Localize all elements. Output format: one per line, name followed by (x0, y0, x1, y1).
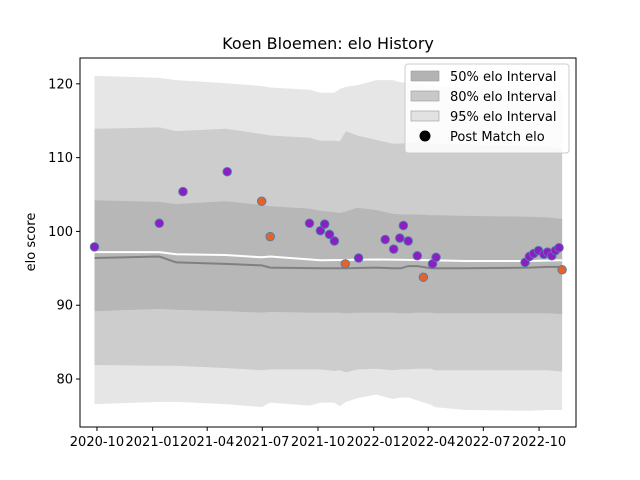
y-tick-label: 90 (56, 299, 73, 314)
plot-area (89, 75, 567, 411)
elo-lines (94, 251, 563, 270)
y-axis-title: elo score (24, 213, 39, 272)
elo-line-1 (94, 251, 563, 262)
y-tick-label: 80 (56, 373, 73, 388)
post-match-point (557, 265, 567, 275)
post-match-point (388, 244, 399, 254)
post-match-point (403, 236, 413, 246)
post-match-point (418, 272, 429, 282)
elo-line-2 (94, 255, 563, 270)
x-tick-label: 2020-10 (70, 435, 124, 450)
post-match-point (154, 218, 165, 229)
x-tick-label: 2022-04 (401, 435, 455, 450)
y-tick-label: 100 (48, 225, 73, 240)
legend-label: 50% elo Interval (450, 70, 557, 85)
post-match-point (380, 234, 390, 245)
x-tick-label: 2021-01 (126, 435, 180, 450)
band-50-interval (94, 200, 563, 315)
post-match-point (431, 252, 441, 263)
post-match-point (329, 236, 340, 246)
post-match-point (256, 196, 267, 206)
legend-label: 80% elo Interval (450, 90, 557, 105)
post-match-point (178, 186, 188, 197)
legend: 50% elo Interval 80% elo Interval 95% elo … (404, 63, 570, 154)
post-match-point (315, 225, 326, 236)
post-match-points (89, 166, 567, 282)
post-match-point (412, 251, 423, 261)
legend-swatch (410, 70, 440, 82)
chart-title: Koen Bloemen: elo History (222, 34, 434, 53)
legend-label: Post Match elo (450, 130, 545, 145)
y-tick-label: 110 (48, 151, 73, 166)
post-match-point (265, 231, 275, 242)
legend-label: 95% elo Interval (450, 110, 557, 125)
legend-box (404, 63, 570, 154)
x-tick-label: 2021-04 (180, 435, 234, 450)
legend-swatch (410, 110, 440, 122)
post-match-point (395, 233, 405, 243)
y-tick-label: 120 (48, 77, 73, 92)
post-match-point (398, 220, 409, 231)
interval-bands (94, 75, 563, 411)
plot-frame (79, 57, 577, 428)
post-match-point (304, 218, 315, 229)
x-tick-label: 2022-07 (456, 435, 510, 450)
post-match-point (319, 219, 330, 229)
x-tick-label: 2022-10 (512, 435, 566, 450)
x-axis: 2020-10 2021-01 2021-04 2021-07 2021-10 2022-… (70, 427, 566, 450)
x-tick-label: 2021-07 (235, 435, 289, 450)
post-match-point (353, 253, 364, 263)
legend-swatch (410, 90, 440, 102)
post-match-point (554, 242, 564, 253)
y-axis: 80 90 100 110 120 (48, 77, 80, 388)
legend-marker (419, 130, 431, 142)
post-match-point (89, 242, 100, 252)
x-tick-label: 2021-10 (291, 435, 345, 450)
x-tick-label: 2022-01 (347, 435, 401, 450)
post-match-point (340, 259, 351, 269)
post-match-point (222, 166, 232, 177)
post-match-point (324, 229, 335, 240)
